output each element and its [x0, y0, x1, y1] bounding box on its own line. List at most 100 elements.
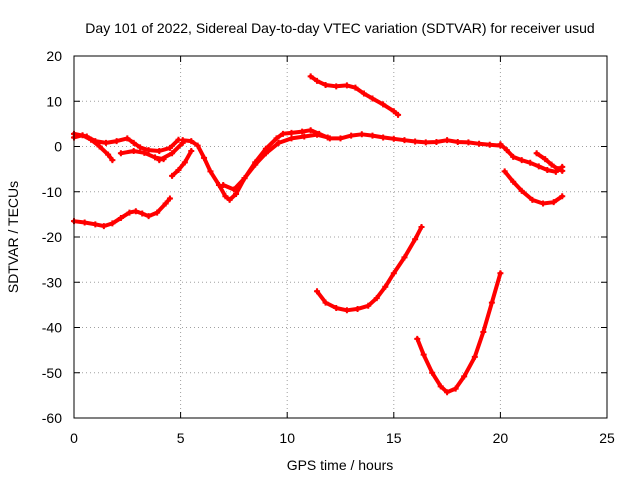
plot-area	[71, 73, 566, 396]
data-point	[307, 73, 314, 80]
data-point	[544, 167, 551, 174]
data-point	[452, 385, 459, 392]
data-point	[222, 193, 229, 200]
series-arc-13	[315, 225, 424, 313]
data-point	[102, 139, 109, 146]
data-point	[141, 149, 148, 156]
data-point	[226, 196, 233, 203]
data-point	[510, 153, 517, 160]
data-point	[358, 131, 365, 138]
data-point	[152, 154, 159, 161]
data-point	[465, 139, 472, 146]
data-point	[154, 209, 161, 216]
plot-frame	[73, 55, 608, 419]
data-point	[252, 161, 259, 168]
data-point	[132, 208, 139, 215]
data-point	[437, 383, 444, 390]
data-point	[401, 137, 408, 144]
data-point	[461, 373, 468, 380]
data-point	[518, 157, 525, 164]
data-point	[81, 219, 88, 226]
series-arc-14	[415, 271, 503, 395]
x-tick-label: 20	[493, 430, 509, 446]
data-point	[401, 254, 408, 261]
data-point	[497, 141, 504, 148]
series-arc-9	[308, 74, 401, 117]
data-point	[390, 270, 397, 277]
data-point	[412, 138, 419, 145]
data-point	[96, 143, 103, 150]
data-point	[369, 132, 376, 139]
x-tick-label: 5	[177, 430, 185, 446]
data-point	[414, 335, 421, 342]
data-point	[181, 159, 188, 166]
data-point	[548, 161, 555, 168]
data-point	[156, 157, 163, 164]
x-tick-label: 0	[70, 430, 78, 446]
data-point	[124, 135, 131, 142]
data-point	[169, 150, 176, 157]
data-point	[554, 166, 561, 173]
data-point	[83, 133, 90, 140]
data-point	[126, 209, 133, 216]
data-point	[510, 178, 517, 185]
data-point	[429, 369, 436, 376]
data-point	[220, 181, 227, 188]
data-point	[540, 200, 547, 207]
data-point	[201, 154, 208, 161]
data-point	[488, 299, 495, 306]
data-point	[343, 82, 350, 89]
y-tick-label: 10	[46, 93, 62, 109]
data-point	[314, 77, 321, 84]
data-point	[476, 140, 483, 147]
data-point	[535, 163, 542, 170]
data-point	[418, 224, 425, 231]
data-point	[130, 148, 137, 155]
data-point	[130, 139, 137, 146]
x-tick-label: 25	[599, 430, 615, 446]
data-point	[412, 236, 419, 243]
data-point	[233, 191, 240, 198]
y-tick-label: -40	[42, 320, 62, 336]
data-point	[390, 108, 397, 115]
series-arc-12	[502, 169, 565, 206]
data-point	[188, 148, 195, 155]
x-axis-label: GPS time / hours	[287, 457, 394, 473]
data-point	[550, 199, 557, 206]
data-point	[194, 142, 201, 149]
data-point	[373, 295, 380, 302]
data-point	[433, 138, 440, 145]
axis-ticks: 0 5 10 15 20 25 -60 -50 -40 -30 -20 -10 0 10 20	[42, 48, 615, 446]
y-tick-label: -20	[42, 229, 62, 245]
data-point	[518, 187, 525, 194]
data-point	[166, 144, 173, 151]
data-point	[92, 221, 99, 228]
data-point	[486, 141, 493, 148]
data-point	[100, 223, 107, 230]
data-point	[324, 134, 331, 141]
grid	[74, 56, 607, 418]
y-axis-label: SDTVAR / TECUs	[5, 181, 21, 293]
data-point	[454, 138, 461, 145]
data-point	[92, 138, 99, 145]
data-point	[360, 90, 367, 97]
data-point	[529, 196, 536, 203]
data-point	[542, 156, 549, 163]
data-point	[137, 144, 144, 151]
data-point	[380, 101, 387, 108]
data-point	[444, 137, 451, 144]
data-point	[382, 283, 389, 290]
data-point	[352, 84, 359, 91]
data-point	[299, 128, 306, 135]
data-point	[559, 167, 566, 174]
data-point	[322, 81, 329, 88]
y-tick-label: -50	[42, 365, 62, 381]
data-point	[422, 139, 429, 146]
data-point	[262, 150, 269, 157]
data-point	[337, 135, 344, 142]
data-point	[162, 200, 169, 207]
data-point	[301, 133, 308, 140]
data-point	[188, 138, 195, 145]
data-point	[333, 305, 340, 312]
